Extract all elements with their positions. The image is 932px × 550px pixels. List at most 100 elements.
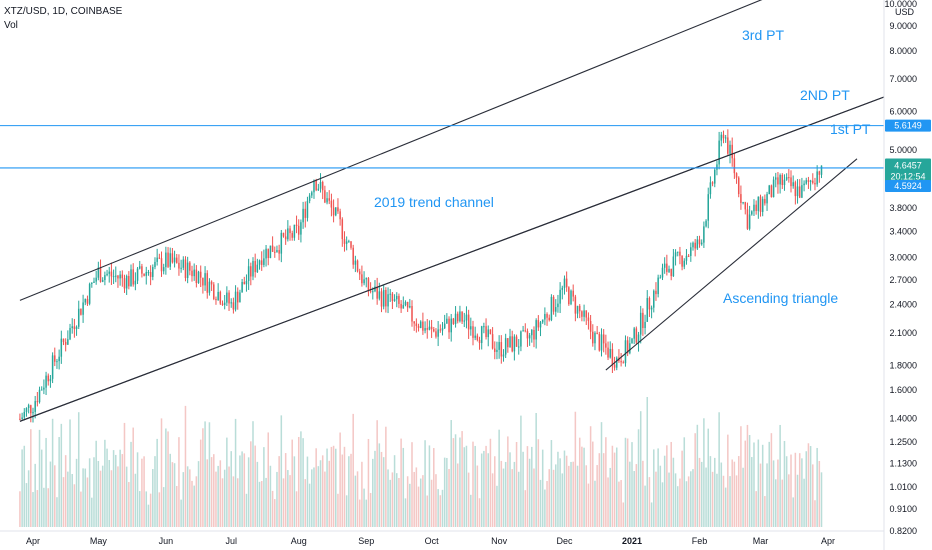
price-axis[interactable]: 10.0000 9.0000 8.0000 7.0000 6.0000 5.0000 3.8… — [883, 0, 931, 550]
candle-body — [766, 194, 768, 204]
candle-body — [210, 281, 213, 285]
volume-bar — [644, 485, 646, 527]
candle-body — [552, 296, 555, 312]
volume-bar — [350, 453, 352, 527]
candle-body — [583, 310, 585, 317]
volume-bar — [239, 455, 241, 527]
candle-body — [672, 256, 675, 277]
volume-bar — [77, 412, 80, 527]
candle-body — [319, 181, 322, 189]
candle-body — [361, 274, 363, 284]
volume-bar — [106, 448, 108, 527]
candle-body — [274, 251, 276, 253]
candle-body — [19, 418, 21, 420]
volume-bar — [770, 433, 773, 527]
candle-body — [731, 144, 733, 159]
candle-body — [25, 407, 28, 412]
candle-body — [134, 280, 137, 285]
volume-bar — [315, 448, 317, 527]
volume-bar — [274, 499, 276, 527]
candle-body — [700, 242, 703, 245]
volume-bar — [182, 472, 185, 527]
candle-body — [250, 266, 252, 277]
volume-bar — [753, 442, 755, 527]
candle-body — [535, 320, 537, 340]
candle-body — [247, 266, 250, 281]
candle-body — [456, 313, 459, 322]
candle-body — [165, 252, 167, 268]
candle-body — [376, 286, 378, 299]
volume-bar — [404, 498, 407, 527]
candle-body — [437, 329, 439, 337]
candle-body — [794, 182, 797, 197]
volume-bar — [247, 457, 250, 527]
volume-bar — [576, 465, 579, 527]
candle-body — [761, 198, 764, 212]
price-tick-label: 1.8000 — [889, 360, 917, 370]
volume-bar — [374, 450, 376, 527]
candle-body — [97, 267, 100, 278]
candle-body — [393, 299, 396, 301]
volume-bar — [592, 441, 594, 527]
price-tick-label: 2.4000 — [889, 300, 917, 310]
candle-body — [330, 200, 333, 208]
volume-bar — [284, 453, 287, 527]
candle-body — [348, 241, 350, 243]
volume-bar — [485, 445, 487, 527]
volume-bar — [208, 422, 211, 527]
volume-bar — [674, 473, 677, 527]
volume-bar — [578, 437, 581, 527]
candle-body — [589, 320, 592, 332]
candle-body — [267, 248, 270, 259]
candle-body — [306, 200, 309, 218]
candle-body — [587, 317, 590, 321]
candle-body — [422, 321, 424, 331]
volume-bar — [195, 476, 198, 527]
volume-bar — [306, 456, 309, 527]
volume-bar — [339, 432, 341, 527]
volume-bar — [119, 449, 121, 527]
volume-bar — [439, 495, 442, 527]
volume-bar — [546, 481, 548, 527]
price-tick-label: 8.0000 — [889, 46, 917, 56]
volume-bar — [696, 424, 699, 527]
volume-bar — [774, 479, 777, 527]
candle-body — [798, 186, 801, 198]
candle-body — [254, 261, 256, 273]
candle-body — [650, 307, 653, 310]
volume-bar — [232, 476, 235, 527]
volume-bar — [607, 477, 609, 527]
volume-bar — [759, 463, 762, 527]
candle-body — [622, 362, 625, 364]
volume-bar — [91, 497, 93, 527]
volume-bar — [633, 471, 635, 527]
candle-body — [230, 302, 232, 304]
candle-body — [674, 252, 677, 257]
time-axis[interactable]: Apr May Jun Jul Aug Sep Oct Nov Dec 2021 Feb Mar Apr — [0, 530, 884, 546]
candle-body — [770, 185, 773, 198]
candle-body — [339, 211, 341, 220]
candle-body — [391, 293, 394, 301]
candle-body — [117, 275, 119, 279]
volume-bar — [186, 466, 189, 527]
candle-body — [524, 330, 527, 332]
volume-bar — [772, 460, 775, 527]
candle-body — [744, 202, 747, 210]
candle-body — [409, 305, 411, 308]
volume-bar — [358, 499, 361, 527]
volume-bar — [714, 457, 716, 527]
candle-body — [64, 341, 67, 345]
candle-body — [557, 303, 559, 308]
candle-body — [581, 311, 583, 317]
volume-bar — [217, 465, 219, 527]
candle-body — [646, 298, 649, 322]
candle-body — [531, 329, 533, 336]
candle-body — [206, 273, 209, 293]
volume-bar — [574, 411, 577, 527]
volume-bar — [132, 427, 134, 527]
volume-bar — [733, 461, 736, 527]
volume-bar — [395, 473, 398, 527]
candle-body — [365, 278, 368, 280]
volume-bar — [531, 446, 533, 527]
